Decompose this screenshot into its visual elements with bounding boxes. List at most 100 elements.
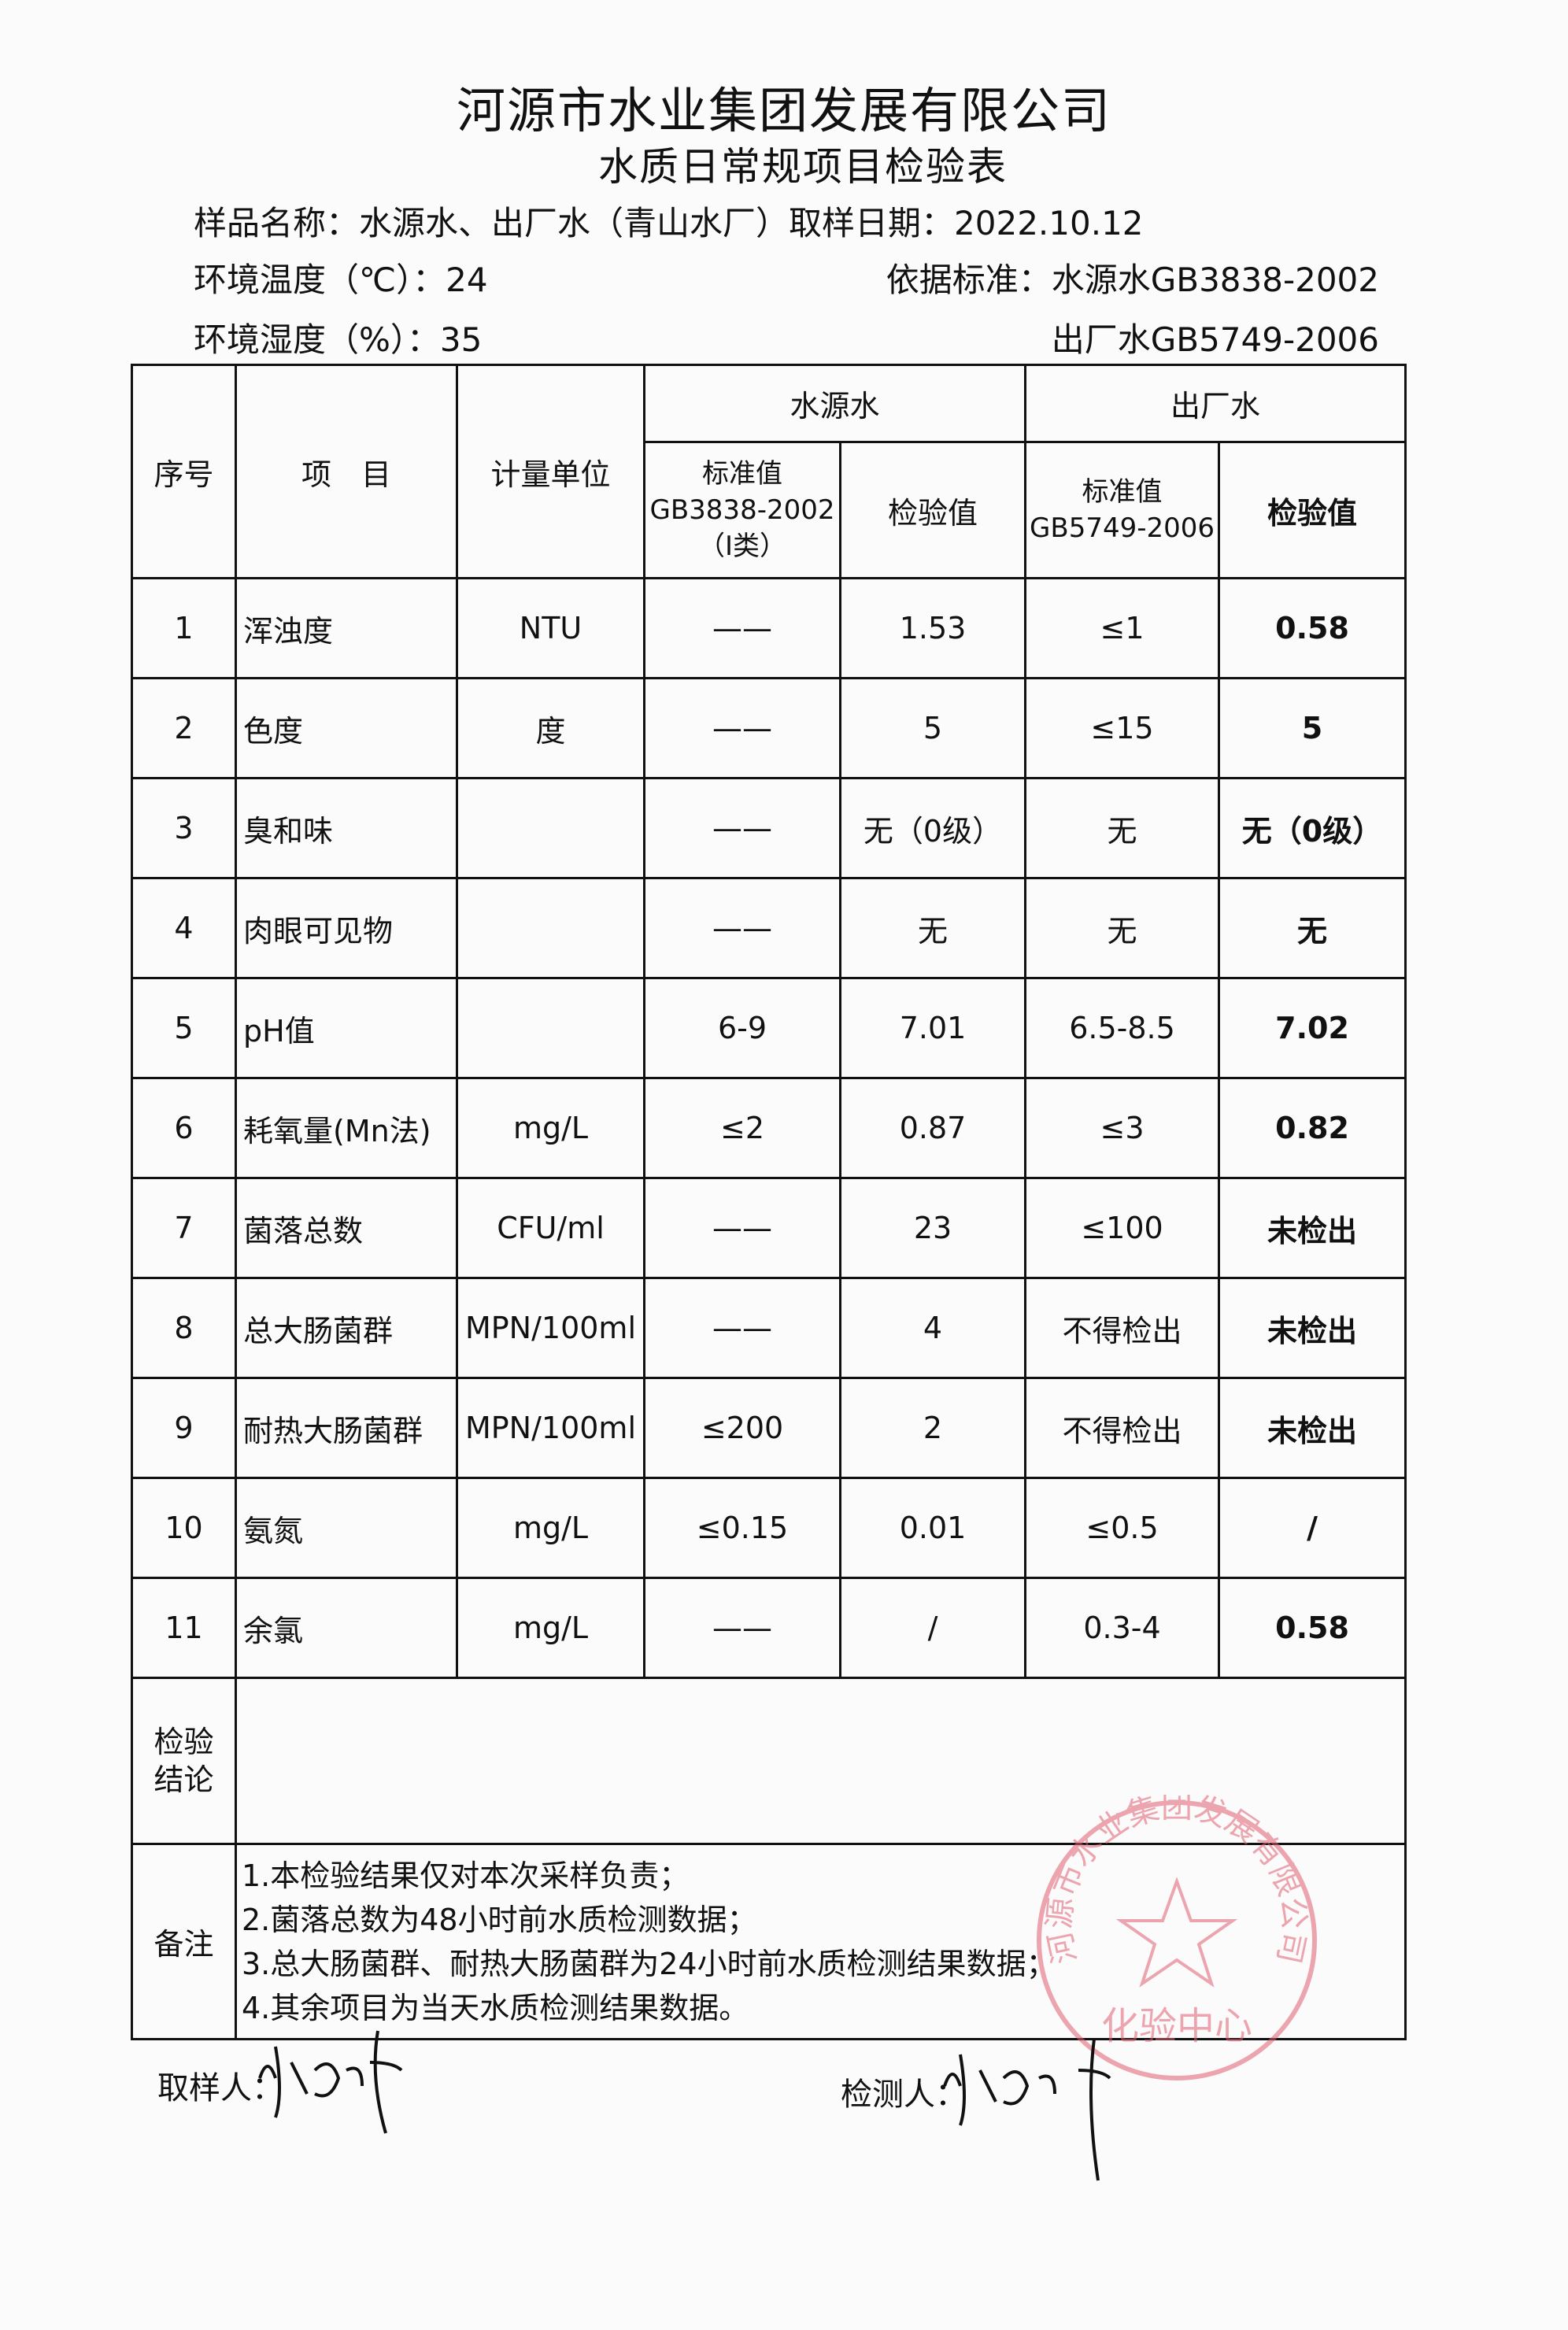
standard-outlet: 出厂水GB5749-2006: [1051, 320, 1379, 359]
cell-item: 总大肠菌群: [235, 1277, 458, 1379]
sampling-date-label: 取样日期：: [789, 204, 955, 242]
cell-no: 6: [131, 1077, 237, 1179]
table-row: 11 余氯 mg/L ——/0.3-4 0.58: [131, 1577, 1407, 1679]
cell-no: 2: [131, 677, 237, 779]
header-outlet-value: 检验值: [1218, 441, 1407, 579]
cell-out-std: 无: [1024, 877, 1221, 979]
cell-out-std: ≤0.5: [1024, 1477, 1221, 1579]
cell-unit: mg/L: [456, 1577, 645, 1679]
cell-out-std: ≤3: [1024, 1077, 1221, 1179]
cell-unit: mg/L: [456, 1477, 645, 1579]
cell-unit: mg/L: [456, 1077, 645, 1179]
table-row: 4 肉眼可见物 —— 无无无: [131, 877, 1407, 979]
cell-item: 臭和味: [235, 777, 458, 879]
cell-src-val: 23: [838, 1177, 1027, 1279]
header-index: 序号: [131, 364, 237, 579]
table-row: 2 色度度 —— 5 ≤15 5: [131, 677, 1407, 779]
cell-out-std: ≤1: [1024, 577, 1221, 679]
header-item: 项 目: [235, 364, 458, 579]
header-outlet-standard: 标准值 GB5749-2006: [1024, 441, 1221, 579]
cell-no: 4: [131, 877, 237, 979]
header-outlet-water: 出厂水: [1024, 364, 1407, 443]
header-source-water: 水源水: [642, 364, 1027, 443]
sampler-signature: [258, 2030, 403, 2134]
cell-no: 10: [131, 1477, 237, 1579]
cell-src-val: 2: [838, 1377, 1027, 1479]
cell-src-std: ——: [643, 777, 841, 879]
cell-src-std: ——: [643, 1177, 841, 1279]
cell-src-val: 无（0级）: [838, 777, 1027, 879]
cell-out-std: ≤100: [1024, 1177, 1221, 1279]
cell-src-val: 7.01: [838, 977, 1027, 1079]
cell-item: 耗氧量(Mn法): [235, 1077, 458, 1179]
cell-out-val: 无（0级）: [1218, 777, 1407, 879]
cell-item: 余氯: [235, 1577, 458, 1679]
std-label: 标准值: [1082, 476, 1163, 508]
cell-out-val: /: [1218, 1477, 1407, 1579]
cell-src-std: ——: [643, 577, 841, 679]
cell-item: 肉眼可见物: [235, 877, 458, 979]
cell-out-std: 6.5-8.5: [1024, 977, 1221, 1079]
remarks-content: 1.本检验结果仅对本次采样负责； 2.菌落总数为48小时前水质检测数据； 3.总大肠…: [234, 1843, 1407, 2040]
cell-out-val: 5: [1218, 677, 1407, 779]
tester-signature: [943, 2038, 1111, 2181]
cell-src-val: /: [838, 1577, 1027, 1679]
cell-no: 9: [131, 1377, 237, 1479]
cell-out-val: 0.82: [1218, 1077, 1407, 1179]
cell-src-std: 6-9: [643, 977, 841, 1079]
remark-line: 4.其余项目为当天水质检测结果数据。: [242, 1990, 749, 2025]
company-title: 河源市水业集团发展有限公司: [456, 82, 1111, 139]
cell-unit: MPN/100ml: [456, 1277, 645, 1379]
header-unit: 计量单位: [456, 364, 645, 579]
conclusion-label: 检验结论: [131, 1677, 237, 1845]
cell-src-std: ——: [643, 1577, 841, 1679]
cell-src-std: ≤200: [643, 1377, 841, 1479]
cell-src-std: ——: [643, 1277, 841, 1379]
standard-label: 依据标准：: [886, 261, 1052, 299]
cell-item: 浑浊度: [235, 577, 458, 679]
temperature-line: 环境温度（℃）：24: [194, 253, 488, 301]
cell-no: 3: [131, 777, 237, 879]
stamp-star-icon: [1115, 1877, 1238, 1988]
std-class: （Ⅰ类）: [697, 531, 787, 562]
table-row: 9 耐热大肠菌群 MPN/100ml ≤200 2 不得检出 未检出: [131, 1377, 1407, 1479]
cell-unit: [456, 877, 645, 979]
cell-unit: NTU: [456, 577, 645, 679]
cell-src-val: 1.53: [838, 577, 1027, 679]
table-row: 6 耗氧量(Mn法) mg/L ≤2 0.87 ≤3 0.82: [131, 1077, 1407, 1179]
header-source-standard: 标准值 GB3838-2002 （Ⅰ类）: [643, 441, 841, 579]
stamp-ring: [1037, 1800, 1317, 2080]
cell-src-std: ——: [643, 677, 841, 779]
cell-item: 菌落总数: [235, 1177, 458, 1279]
std-label: 标准值: [702, 458, 782, 490]
cell-src-val: 0.01: [838, 1477, 1027, 1579]
cell-no: 1: [131, 577, 237, 679]
official-stamp: 河源市水业集团发展有限公司 化验中心: [1037, 1795, 1317, 2080]
cell-no: 5: [131, 977, 237, 1079]
remarks-label: 备注: [131, 1843, 237, 2040]
sample-name-label: 样品名称：: [194, 204, 360, 242]
remark-line: 1.本检验结果仅对本次采样负责；: [242, 1858, 690, 1893]
cell-src-std: ≤2: [643, 1077, 841, 1179]
cell-out-val: 未检出: [1218, 1377, 1407, 1479]
cell-out-std: 不得检出: [1024, 1377, 1221, 1479]
table-row: 10 氨氮 mg/L ≤0.15 0.01 ≤0.5/: [131, 1477, 1407, 1579]
cell-src-val: 0.87: [838, 1077, 1027, 1179]
humidity-value: 35: [439, 320, 483, 359]
cell-out-std: 0.3-4: [1024, 1577, 1221, 1679]
cell-no: 7: [131, 1177, 237, 1279]
standard-line: 依据标准：水源水GB3838-2002: [886, 253, 1379, 301]
cell-src-val: 5: [838, 677, 1027, 779]
cell-out-std: ≤15: [1024, 677, 1221, 779]
conclusion-value: [234, 1677, 1407, 1845]
table-row: 5 pH值 6-9 7.01 6.5-8.5 7.02: [131, 977, 1407, 1079]
std-code: GB5749-2006: [1030, 512, 1215, 544]
form-title: 水质日常规项目检验表: [598, 144, 1008, 190]
humidity-label: 环境湿度（%）：: [194, 320, 440, 359]
cell-unit: [456, 977, 645, 1079]
temperature-label: 环境温度（℃）：: [194, 261, 446, 299]
standard-source: 水源水GB3838-2002: [1051, 261, 1379, 299]
cell-out-std: 无: [1024, 777, 1221, 879]
inspection-table: 序号 项 目 计量单位 水源水 出厂水 标准值 GB3838-2002 （Ⅰ类）…: [131, 364, 1407, 2040]
cell-src-val: 无: [838, 877, 1027, 979]
